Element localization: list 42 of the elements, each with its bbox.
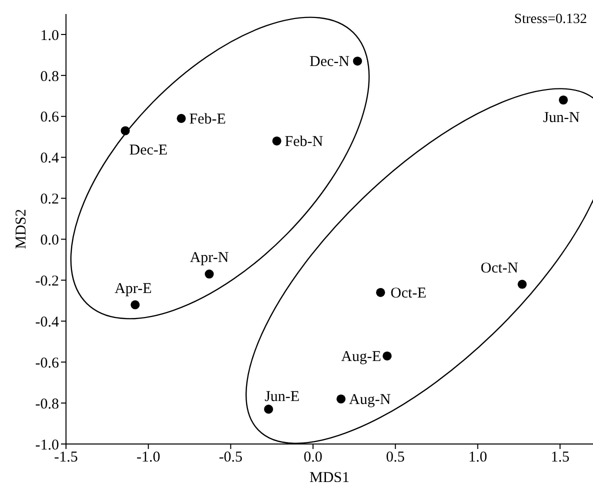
y-tick-label: -0.8: [35, 396, 59, 412]
point: [558, 95, 568, 105]
y-tick-label: 0.8: [40, 68, 59, 85]
annotation: Feb-N: [284, 134, 324, 150]
annotation: Aug-N: [349, 392, 391, 408]
annotation: Jun-E: [264, 389, 300, 406]
x-tick-label: 1.0: [468, 450, 488, 466]
y-tick-label: 0.6: [40, 110, 60, 126]
point: [204, 270, 214, 279]
y-tick-label: 1.0: [40, 28, 59, 44]
annotation: Dec-E: [129, 142, 168, 159]
y-axis-title: MDS2: [13, 208, 30, 250]
annotation: Jun-N: [543, 110, 580, 126]
y-tick-label: 0.0: [40, 232, 59, 249]
point: [130, 300, 140, 310]
annotation: Apr-E: [114, 280, 152, 297]
point: [382, 351, 392, 360]
annotation: Dec-N: [310, 54, 350, 70]
y-tick-label: 0.2: [40, 192, 59, 208]
point: [518, 280, 527, 289]
annotation: Oct-E: [390, 285, 426, 302]
y-tick-label: -0.2: [35, 274, 59, 290]
x-tick-label: -1.0: [136, 450, 160, 466]
annotation: Apr-N: [190, 250, 229, 266]
y-tick-label: -0.6: [35, 355, 60, 372]
annotation: Stress=0.132: [514, 12, 587, 28]
x-tick-label: 1.5: [550, 450, 570, 466]
point: [376, 288, 386, 297]
point: [352, 56, 362, 66]
x-axis-title: MDS1: [309, 470, 350, 486]
y-tick-label: 0.4: [40, 150, 60, 167]
point: [264, 404, 274, 414]
annotation: Feb-E: [189, 111, 226, 128]
point: [272, 136, 282, 146]
point: [336, 394, 346, 404]
x-tick-label: -0.5: [218, 450, 243, 466]
y-tick-label: -0.4: [35, 314, 60, 330]
annotation: Oct-N: [480, 260, 518, 276]
point: [176, 114, 186, 123]
annotation: Aug-E: [341, 348, 382, 365]
x-tick-label: 0.0: [304, 450, 322, 466]
x-tick-label: 0.5: [386, 450, 405, 466]
